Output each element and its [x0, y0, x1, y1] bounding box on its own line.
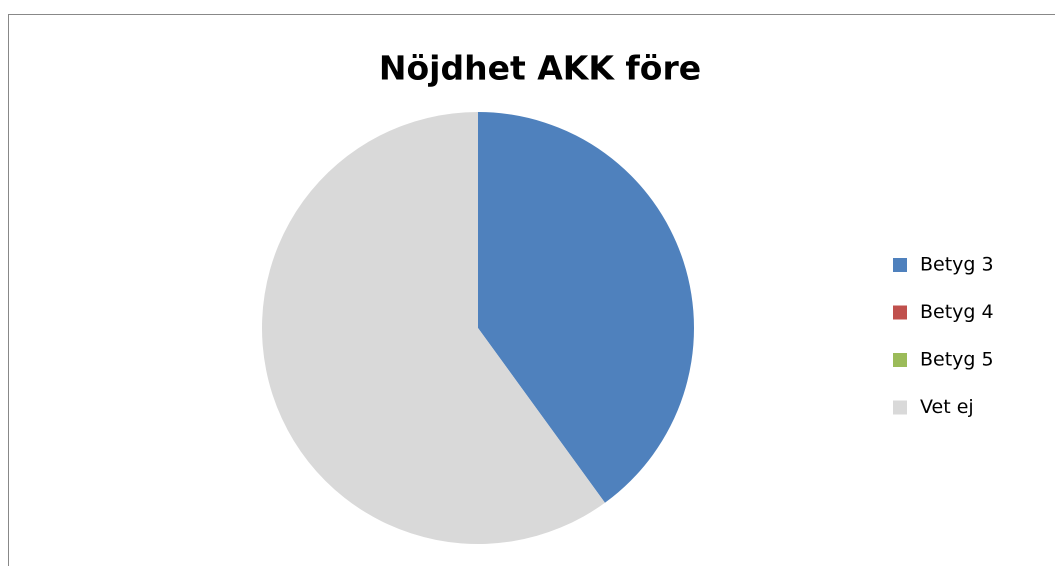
legend-label: Betyg 4: [920, 301, 994, 323]
legend-swatch: [893, 305, 907, 320]
chart-title: Nöjdhet AKK före: [379, 49, 701, 88]
legend-swatch: [893, 400, 907, 415]
legend-label: Betyg 3: [920, 254, 994, 276]
chart-border: [8, 14, 1055, 566]
legend-swatch: [893, 258, 907, 272]
legend-swatch: [893, 353, 907, 367]
pie-slice: [478, 112, 695, 503]
legend-label: Vet ej: [920, 396, 974, 418]
pie-slice: [262, 112, 605, 544]
legend-label: Betyg 5: [920, 349, 994, 371]
